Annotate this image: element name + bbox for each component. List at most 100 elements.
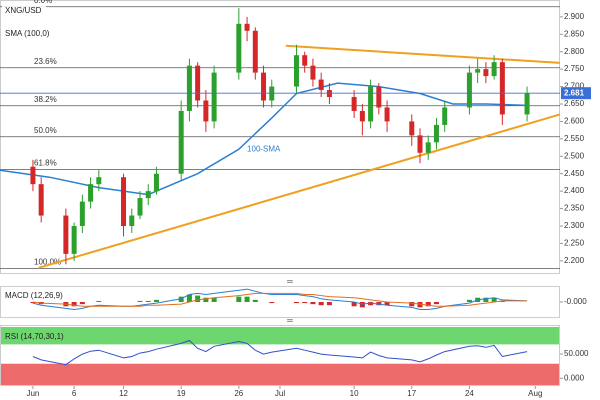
candle-body [252,30,258,73]
y-tick-label: 2.850 [564,29,585,38]
y-tick-label: 2.450 [564,169,585,178]
y-tick-label: 2.400 [564,186,585,195]
macd-histogram-bar [409,302,415,307]
rsi-panel [0,325,560,386]
macd-histogram-bar [310,302,316,305]
macd-histogram-bar [326,302,332,306]
candle-body [96,177,102,185]
candle-body [417,135,423,153]
signal-line [32,292,528,307]
candle-body [293,55,299,87]
candle-body [384,107,390,122]
macd-histogram-bar [96,300,102,302]
candle-body [38,184,44,216]
macd-histogram-bar [483,297,489,302]
macd-histogram-bar [195,295,201,302]
candle-body [409,121,415,136]
y-tick-label: 2.900 [564,12,585,21]
macd-histogram-bar [302,302,308,304]
candle-body [129,215,135,226]
separator: ═ [286,277,293,286]
macd-histogram-bar [318,302,324,306]
macd-histogram-bar [137,300,143,302]
trendline [285,44,561,64]
last-price-label: 2.681 [564,88,585,97]
rsi-title: RSI (14,70,30,1) [5,332,64,341]
x-tick-label: Jun [26,389,39,398]
x-tick-label: 12 [119,389,128,398]
candle-body [79,201,85,226]
x-tick-label: 17 [407,389,416,398]
fib-label: 0.0% [34,0,52,5]
macd-histogram-bar [433,302,439,305]
candle-body [153,173,159,192]
candle-body [211,72,217,122]
x-tick-label: Jul [275,389,285,398]
macd-histogram-bar [293,302,299,304]
y-tick-label: 2.200 [564,256,585,265]
candle-body [261,72,267,101]
y-tick-label: 2.350 [564,204,585,213]
sma-legend: SMA (100,0) [5,29,50,38]
candle-body [310,65,316,80]
y-tick-label: 2.650 [564,99,585,108]
candle-body [302,55,308,66]
macd-histogram-bar [178,296,184,302]
candle-body [121,177,127,226]
y-tick-label: 2.800 [564,47,585,56]
candle-body [499,62,505,115]
separator: ═ [286,316,293,325]
y-tick-label: 2.600 [564,117,585,126]
candle-body [359,110,365,122]
y-tick-label: 50.000 [564,349,589,358]
sma-annotation: 100-SMA [247,144,281,153]
candle-body [244,23,250,31]
x-tick-label: 6 [72,389,77,398]
fib-label: 100.0% [34,258,61,267]
last-price-box [561,87,591,100]
macd-histogram-bar [71,302,77,307]
candle-body [236,23,242,73]
chart-title: XNG/USD [5,6,42,15]
candle-body [71,225,77,254]
macd-histogram-bar [153,299,159,302]
y-tick-label: 0.000 [564,373,585,382]
candle-body [203,100,209,122]
macd-histogram-bar [79,302,85,305]
macd-histogram-bar [186,294,192,302]
y-tick-label: 2.250 [564,239,585,248]
candle-body [178,110,184,174]
x-tick-label: 10 [350,389,359,398]
candle-body [475,69,481,73]
macd-histogram-bar [425,302,431,307]
fib-label: 38.2% [34,95,57,104]
candle-body [433,124,439,143]
macd-histogram-bar [252,299,258,302]
sma-line [0,82,528,196]
candle-body [186,65,192,111]
candle-body [88,184,94,202]
y-tick-label: 2.550 [564,134,585,143]
candle-body [351,97,357,111]
sma-legend-bg [2,28,52,40]
title-bg [2,5,46,17]
candle-body [145,191,151,199]
x-tick-label: 26 [234,389,243,398]
macd-histogram-bar [244,296,250,302]
macd-title: MACD (12,26,9) [5,291,63,300]
candle-body [30,166,36,185]
fib-label: 61.8% [34,159,57,168]
x-tick-label: 24 [465,389,474,398]
macd-histogram-bar [359,302,365,308]
y-tick-label: -0.000 [564,297,587,306]
y-tick-label: 2.500 [564,151,585,160]
macd-histogram-bar [417,302,423,308]
macd-histogram-bar [368,302,374,306]
candle-body [466,72,472,108]
trendline [38,113,561,269]
macd-histogram-bar [30,302,36,304]
overbought-band [1,327,559,345]
macd-panel [0,286,560,318]
candle-body [491,62,497,77]
